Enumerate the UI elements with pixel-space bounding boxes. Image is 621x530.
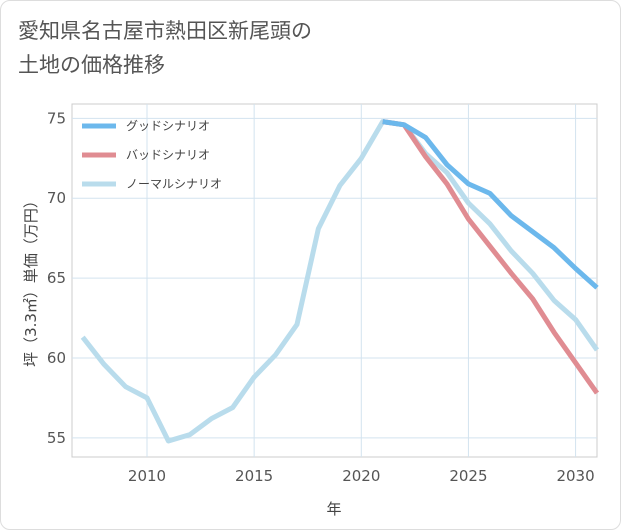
series-line-1 (382, 119, 600, 395)
legend-label-0: グッドシナリオ (126, 119, 210, 133)
y-tick-label: 55 (47, 429, 66, 447)
title-line-1: 愛知県名古屋市熱田区新尾頭の (18, 19, 312, 43)
x-tick-label: 2030 (556, 467, 594, 485)
series-line-2 (80, 119, 600, 444)
y-tick-label: 75 (47, 109, 66, 127)
legend-label-2: ノーマルシナリオ (126, 177, 222, 191)
x-tick-label: 2010 (128, 467, 166, 485)
title-line-2: 土地の価格推移 (18, 53, 165, 77)
y-tick-label: 70 (47, 189, 66, 207)
plot-area-frame (71, 103, 598, 458)
x-tick-label: 2025 (449, 467, 487, 485)
y-tick-label: 65 (47, 269, 66, 287)
x-tick-label: 2015 (235, 467, 273, 485)
x-tick-label: 2020 (342, 467, 380, 485)
tick-labels: 2010 2015 2020 2025 2030 55 60 65 70 75 (47, 109, 595, 485)
x-axis-title: 年 (326, 500, 341, 518)
series-lines (80, 119, 600, 444)
y-axis-title: 坪（3.3㎡）単価（万円） (22, 193, 40, 367)
series-line-0 (382, 119, 599, 290)
legend-label-1: バッドシナリオ (126, 148, 210, 162)
chart-title: 愛知県名古屋市熱田区新尾頭の 土地の価格推移 (18, 14, 312, 82)
y-tick-label: 60 (47, 349, 66, 367)
